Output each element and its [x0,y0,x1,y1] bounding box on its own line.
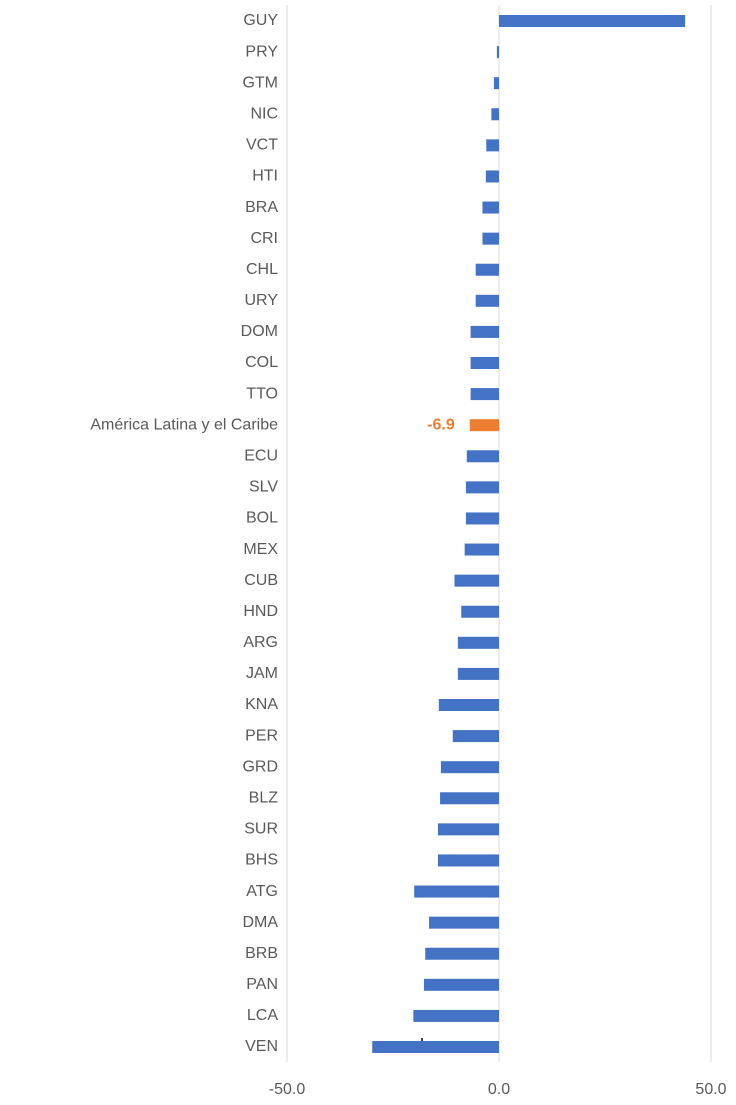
bar [372,1041,499,1053]
y-tick-label: MEX [243,541,278,558]
y-tick-label: CUB [244,572,278,589]
y-tick-label: VCT [246,137,278,154]
bar [413,1009,499,1022]
data-label: -6.9 [427,416,455,433]
x-tick-label: 50.0 [695,1081,726,1098]
y-tick-label: PER [245,727,278,744]
bar [452,730,499,743]
bar [457,667,499,680]
bar [423,978,499,991]
bar [440,761,499,774]
y-tick-label: VEN [245,1038,278,1055]
y-tick-label: GRD [242,758,278,775]
y-tick-label: LCA [247,1007,278,1024]
y-tick-label: CRI [250,230,278,247]
y-tick-label: GTM [242,74,278,91]
bar [499,15,686,27]
y-tick-label: TTO [246,385,278,402]
bar [464,543,499,556]
bar [482,201,499,214]
y-tick-label: DMA [242,914,278,931]
bar [496,46,499,59]
bar [438,699,499,711]
bar [469,419,499,432]
bar [465,512,499,525]
bar [454,574,499,587]
y-tick-label: BOL [246,510,278,527]
y-tick-label: BRB [245,945,278,962]
y-tick-label: BRA [245,199,278,216]
bar [475,263,499,276]
bar [482,232,499,245]
y-tick-label: URY [245,292,279,309]
y-tick-label: CHL [246,261,278,278]
y-tick-label: JAM [246,665,278,682]
bar [466,450,499,463]
y-tick-label: PRY [245,43,278,60]
bar [437,854,499,867]
bar [465,481,499,494]
bar [457,636,499,649]
bar [414,885,499,898]
bar [475,294,499,307]
y-tick-label: SUR [244,821,278,838]
y-tick-label: ATG [246,883,278,900]
y-tick-label: SLV [249,479,278,496]
y-tick-label: COL [245,354,278,371]
y-tick-label: KNA [245,696,278,713]
bar [470,357,499,369]
bar [429,916,499,929]
x-tick-label: -50.0 [269,1081,306,1098]
y-tick-label: PAN [246,976,278,993]
bar [461,605,499,618]
y-tick-label: BLZ [249,789,279,806]
y-tick-label: ECU [244,447,278,464]
bar [486,139,499,152]
y-tick-label: ARG [243,634,278,651]
y-tick-label: GUY [243,12,278,29]
y-tick-label: BHS [245,852,278,869]
bar [440,792,499,805]
y-tick-label: HND [243,603,278,620]
y-tick-label: NIC [250,105,278,122]
bar [437,823,499,836]
bar [485,170,499,183]
bar [493,77,499,90]
y-tick-label: HTI [252,168,278,185]
bar [470,388,499,401]
y-tick-label: América Latina y el Caribe [90,416,278,433]
bar [425,947,499,960]
x-tick-label: 0.0 [488,1081,510,1098]
y-tick-label: DOM [241,323,278,340]
bar [470,325,499,338]
bar [491,108,499,121]
